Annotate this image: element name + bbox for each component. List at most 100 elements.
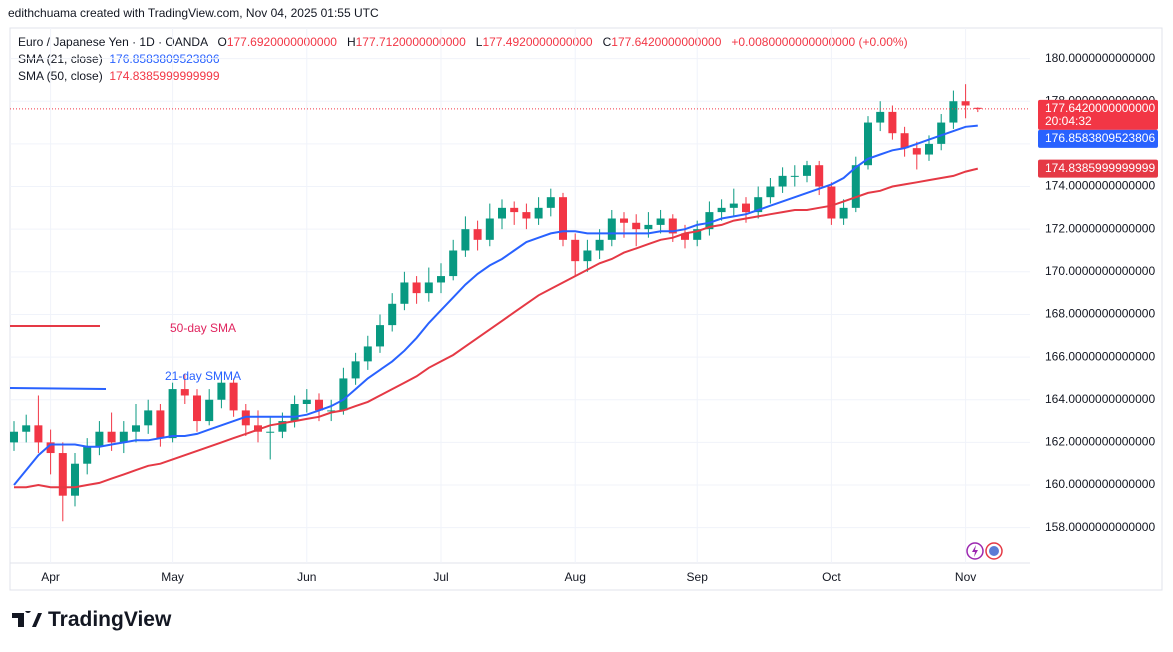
candle-body <box>290 404 299 422</box>
y-tick-label: 160.0000000000000 <box>1045 477 1155 491</box>
x-tick-label: Jun <box>297 570 316 584</box>
candle-body <box>339 378 348 411</box>
candle-body <box>522 212 531 219</box>
candle-body <box>876 111 885 123</box>
legend-value: 174.8385999999999 <box>109 69 220 83</box>
ohlc-label: H <box>346 35 356 49</box>
candle-body <box>83 446 92 464</box>
candle-body <box>315 399 323 411</box>
candle-body <box>888 111 897 134</box>
price-box-label: 174.8385999999999 <box>1045 161 1155 175</box>
candle-body <box>705 212 714 230</box>
candle-body <box>205 399 214 422</box>
ohlc-value: 177.6420000000000 <box>611 35 722 49</box>
y-tick-label: 162.0000000000000 <box>1045 435 1155 449</box>
candle-body <box>742 203 750 213</box>
candle-body <box>302 399 311 405</box>
x-tick-label: Jul <box>433 570 448 584</box>
candle-body <box>912 148 921 155</box>
y-tick-label: 166.0000000000000 <box>1045 349 1155 363</box>
candle-body <box>571 239 580 262</box>
candle-body <box>266 431 275 433</box>
candle-body <box>766 186 775 198</box>
candle-body <box>973 107 982 109</box>
candle-body <box>485 218 494 240</box>
candle-body <box>71 463 79 496</box>
candle-body <box>241 410 250 426</box>
candle-body <box>937 122 946 144</box>
candle-body <box>790 175 799 177</box>
candle-body <box>376 325 384 347</box>
annotation: 50-day SMA <box>170 321 236 335</box>
icon-bolt <box>972 545 978 557</box>
candle-body <box>119 431 128 443</box>
y-tick-label: 170.0000000000000 <box>1045 264 1155 278</box>
candle-body <box>632 222 641 230</box>
candle-body <box>778 175 787 187</box>
candle-body <box>34 425 43 443</box>
chart: 50-day SMA 21-day SMMA 158.0000000000000… <box>9 27 1163 591</box>
candle-body <box>851 165 860 208</box>
candle-body <box>95 431 104 447</box>
candle-body <box>132 425 140 432</box>
candle-body <box>327 410 336 412</box>
x-tick-label: May <box>161 570 184 584</box>
candle-body <box>156 410 165 439</box>
x-tick-label: Aug <box>565 570 586 584</box>
candle-body <box>583 250 592 262</box>
candle-body <box>449 250 458 277</box>
candle-body <box>180 389 189 396</box>
candle-body <box>729 203 738 208</box>
candle-body <box>595 239 604 251</box>
x-tick-label: Apr <box>41 570 60 584</box>
logo-text: TradingView <box>48 608 172 631</box>
candle-body <box>559 197 567 240</box>
candle-body <box>803 165 811 176</box>
candle-body <box>363 346 372 362</box>
price-box <box>1038 99 1158 130</box>
price-box-label: 176.8583809523806 <box>1045 131 1155 145</box>
price-axis: 158.0000000000000 160.0000000000000 162.00… <box>41 51 1158 584</box>
y-tick-label: 172.0000000000000 <box>1045 221 1155 235</box>
candle-body <box>620 218 628 223</box>
candle-body <box>388 303 397 326</box>
candle-body <box>839 207 848 219</box>
candle-body <box>412 282 421 294</box>
attribution: edithchuama created with TradingView.com… <box>8 6 379 20</box>
candle-body <box>10 431 18 443</box>
legend: Euro / Japanese Yen · 1D · OANDA O177.69… <box>18 34 908 85</box>
candle-body <box>437 276 445 283</box>
price-box <box>1038 159 1158 178</box>
countdown: 20:04:32 <box>1045 114 1092 128</box>
symbol: Euro / Japanese Yen · 1D · OANDA <box>18 35 208 49</box>
candle-body <box>22 425 31 432</box>
y-tick-label: 164.0000000000000 <box>1045 392 1155 406</box>
y-tick-label: 180.0000000000000 <box>1045 51 1155 65</box>
sma50-row: SMA (50, close) 174.8385999999999 <box>18 68 908 85</box>
drawn-line <box>9 387 107 390</box>
candle-body <box>278 421 287 432</box>
y-tick-label: 158.0000000000000 <box>1045 520 1155 534</box>
candle-body <box>693 229 702 240</box>
candle-body <box>925 143 933 155</box>
candle-body <box>827 186 836 219</box>
candle-body <box>217 382 226 400</box>
candle-body <box>961 101 970 106</box>
candle-body <box>254 425 262 432</box>
ohlc-value: 177.4920000000000 <box>482 35 593 49</box>
frame <box>9 27 1163 591</box>
candle-body <box>510 207 519 213</box>
price-box <box>1038 129 1158 148</box>
candle-body <box>644 224 653 230</box>
candle-body <box>144 410 153 426</box>
x-tick-label: Sep <box>687 570 709 584</box>
ohlc-label: L <box>475 35 483 49</box>
candle-body <box>46 442 55 454</box>
candle-body <box>681 233 689 240</box>
candle-body <box>546 197 555 208</box>
icon-flag <box>989 546 999 556</box>
ohlc-label: O <box>217 35 227 49</box>
ohlc-value: 177.7120000000000 <box>355 35 466 49</box>
candle-body <box>424 282 433 294</box>
candle-body <box>498 207 506 219</box>
